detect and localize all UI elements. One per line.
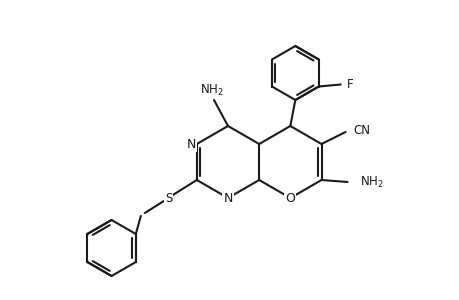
Text: N: N — [223, 193, 232, 206]
Text: F: F — [346, 78, 353, 91]
Text: N: N — [186, 137, 196, 151]
Text: S: S — [165, 191, 172, 205]
Text: NH$_2$: NH$_2$ — [200, 82, 224, 98]
Text: CN: CN — [353, 124, 370, 136]
Text: NH$_2$: NH$_2$ — [359, 175, 382, 190]
Text: O: O — [285, 193, 295, 206]
